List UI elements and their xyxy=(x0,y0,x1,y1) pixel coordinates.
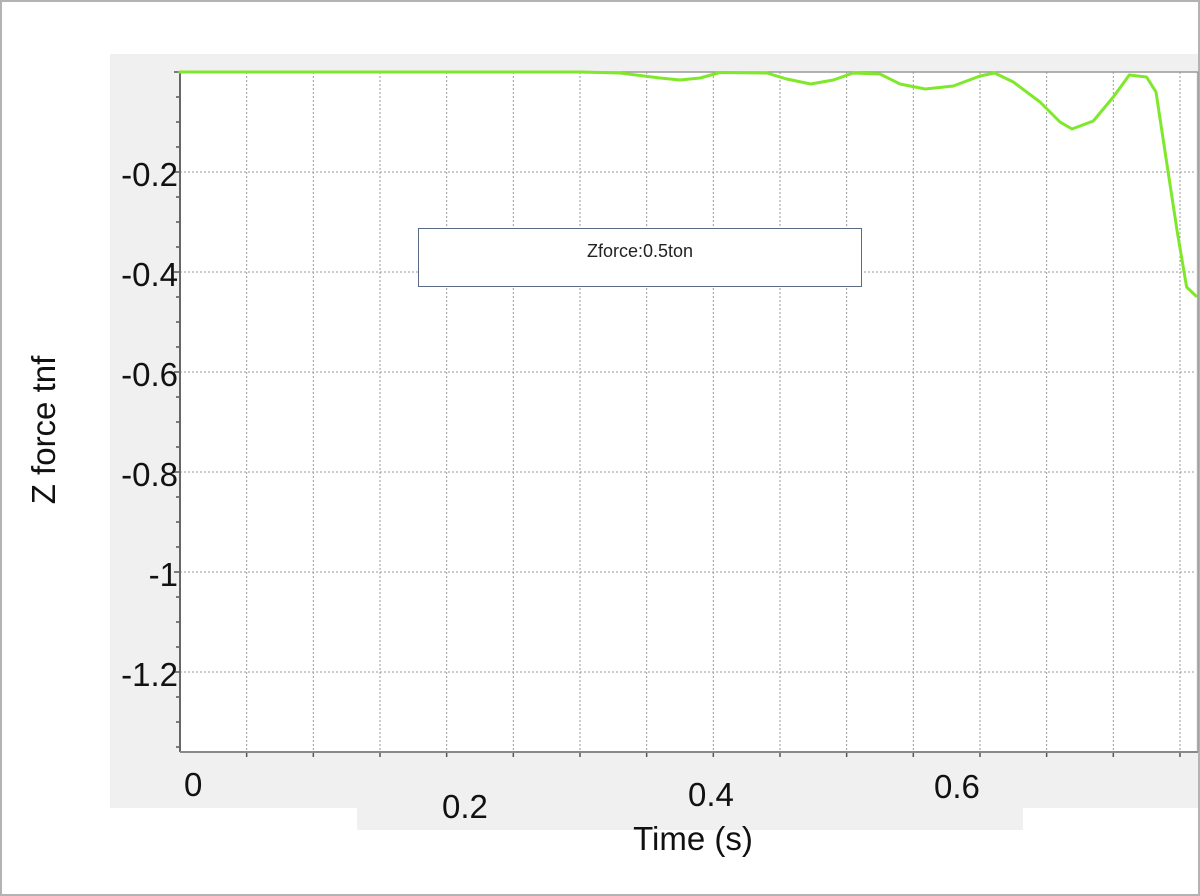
x-tick-label: 0.4 xyxy=(688,776,734,813)
xlabel-background-panel xyxy=(357,800,1023,830)
y-tick-label: -0.4 xyxy=(121,256,178,293)
x-tick-label: 0.2 xyxy=(442,788,488,825)
x-tick-label: 0.6 xyxy=(934,768,980,805)
y-tick-label: -0.6 xyxy=(121,356,178,393)
x-axis-title: Time (s) xyxy=(633,820,753,857)
annotation-text: Zforce:0.5ton xyxy=(586,241,694,261)
y-tick-label: -0.2 xyxy=(121,156,178,193)
y-tick-label: -1 xyxy=(148,556,178,593)
y-tick-label: -0.8 xyxy=(121,456,178,493)
y-axis-title: Z force tnf xyxy=(25,355,62,505)
zforce-line xyxy=(178,70,1198,298)
plot-area xyxy=(180,72,1196,752)
y-tick-label: -1.2 xyxy=(121,656,178,693)
annotation-box: Zforce:0.5ton xyxy=(418,228,862,287)
x-tick-label: 0 xyxy=(184,766,203,803)
grid-lines xyxy=(180,72,1196,752)
